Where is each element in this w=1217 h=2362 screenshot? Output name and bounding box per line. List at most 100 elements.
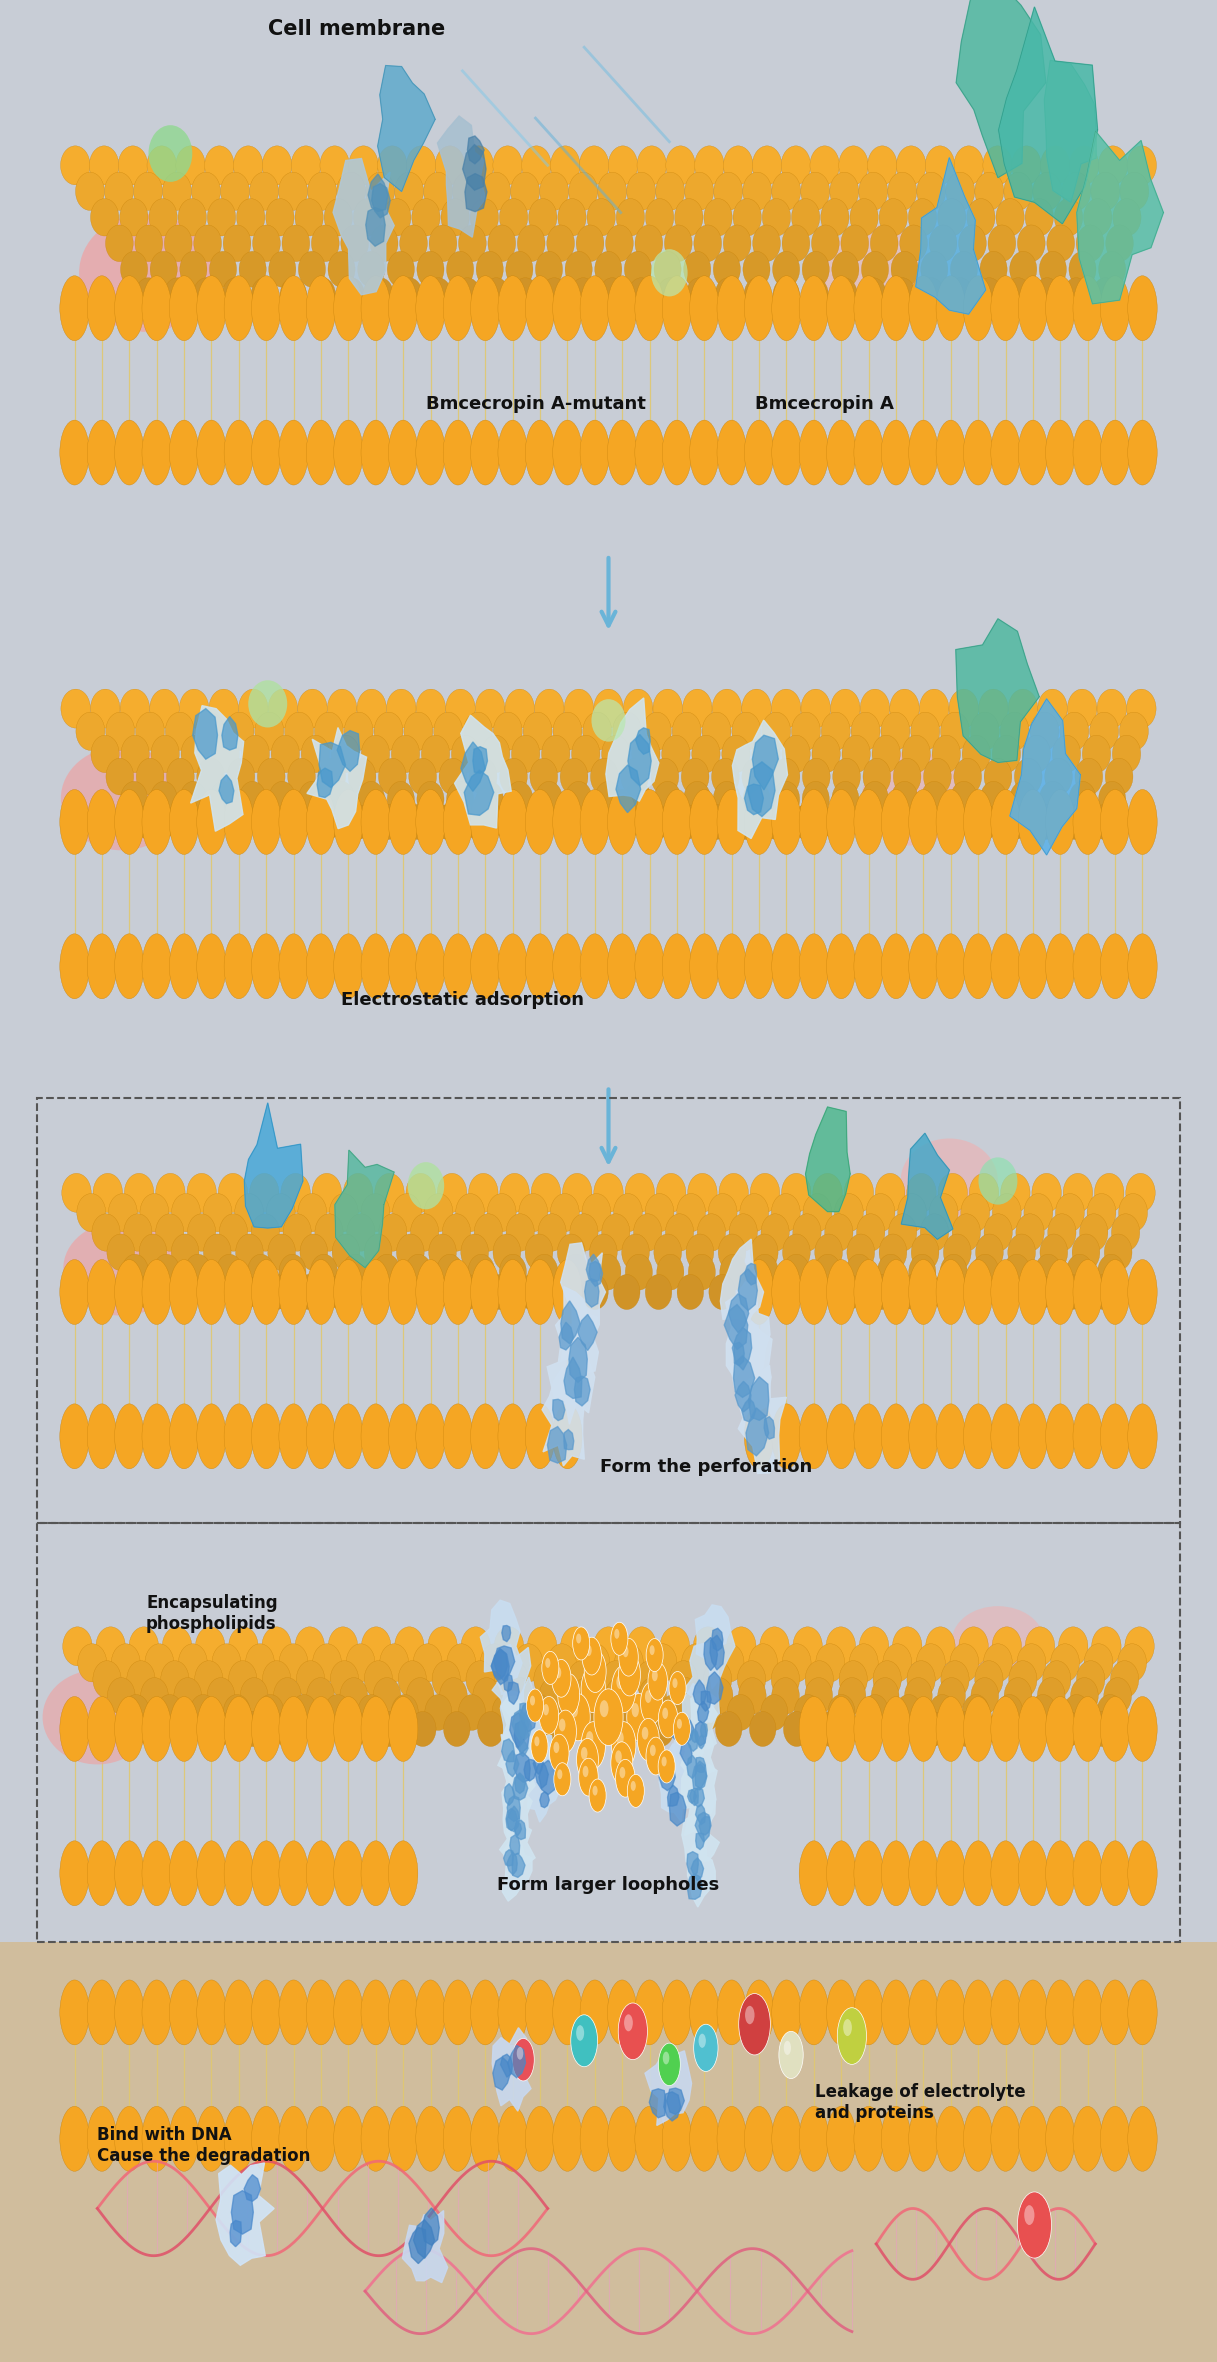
Ellipse shape [1010, 250, 1037, 288]
Ellipse shape [333, 1259, 363, 1325]
Ellipse shape [881, 933, 910, 999]
Polygon shape [335, 1150, 394, 1268]
Ellipse shape [643, 713, 672, 751]
Ellipse shape [717, 933, 746, 999]
Ellipse shape [470, 198, 499, 236]
Ellipse shape [118, 146, 147, 184]
Ellipse shape [307, 1979, 336, 2045]
Ellipse shape [936, 1696, 965, 1762]
Ellipse shape [1099, 782, 1126, 817]
Ellipse shape [434, 805, 461, 839]
Ellipse shape [705, 1677, 733, 1715]
Ellipse shape [772, 789, 801, 855]
Ellipse shape [252, 1840, 281, 1906]
Circle shape [837, 2008, 867, 2064]
Ellipse shape [594, 690, 623, 727]
Polygon shape [645, 2050, 691, 2126]
Ellipse shape [1092, 279, 1118, 312]
Ellipse shape [738, 1660, 765, 1698]
Ellipse shape [708, 1275, 735, 1309]
Ellipse shape [601, 735, 630, 772]
Polygon shape [688, 1873, 702, 1899]
Ellipse shape [387, 782, 414, 817]
Ellipse shape [471, 1403, 500, 1469]
Ellipse shape [417, 250, 444, 288]
Ellipse shape [622, 1233, 650, 1271]
Ellipse shape [826, 1696, 856, 1762]
Ellipse shape [626, 1174, 655, 1212]
Polygon shape [574, 1377, 590, 1405]
Ellipse shape [107, 1233, 135, 1271]
Ellipse shape [662, 2107, 691, 2171]
Circle shape [571, 2015, 598, 2067]
Ellipse shape [690, 789, 719, 855]
Ellipse shape [842, 735, 870, 772]
Ellipse shape [364, 1660, 393, 1698]
Circle shape [650, 1646, 655, 1656]
Ellipse shape [134, 172, 162, 210]
Ellipse shape [142, 1840, 172, 1906]
Ellipse shape [795, 1694, 821, 1731]
Circle shape [587, 1731, 593, 1746]
Circle shape [583, 1767, 589, 1776]
Ellipse shape [348, 758, 376, 796]
Ellipse shape [425, 1694, 452, 1731]
Ellipse shape [424, 172, 453, 210]
Ellipse shape [960, 1193, 989, 1231]
Ellipse shape [854, 2107, 884, 2171]
Ellipse shape [845, 1174, 874, 1212]
Polygon shape [493, 2057, 510, 2090]
Ellipse shape [432, 1660, 460, 1698]
Ellipse shape [899, 1275, 926, 1309]
Ellipse shape [169, 789, 198, 855]
Ellipse shape [79, 213, 213, 331]
Polygon shape [695, 1764, 707, 1788]
Ellipse shape [228, 758, 254, 796]
Ellipse shape [391, 1694, 419, 1731]
Ellipse shape [860, 690, 890, 727]
Ellipse shape [583, 713, 612, 751]
Ellipse shape [361, 1696, 391, 1762]
Ellipse shape [660, 1694, 688, 1731]
Ellipse shape [862, 1694, 888, 1731]
Ellipse shape [185, 1254, 212, 1290]
Ellipse shape [307, 789, 336, 855]
Ellipse shape [494, 1627, 523, 1665]
Ellipse shape [572, 1677, 600, 1715]
Ellipse shape [187, 1174, 217, 1212]
Circle shape [616, 1731, 623, 1746]
Polygon shape [337, 730, 359, 772]
Ellipse shape [291, 1694, 318, 1731]
Ellipse shape [852, 805, 879, 839]
Bar [37, 1523, 1180, 1942]
Ellipse shape [626, 1254, 652, 1290]
Ellipse shape [624, 782, 651, 817]
Ellipse shape [197, 758, 224, 796]
Polygon shape [686, 1852, 699, 1878]
Polygon shape [688, 1731, 697, 1750]
Polygon shape [506, 1809, 517, 1831]
Circle shape [745, 2005, 755, 2024]
Ellipse shape [593, 1694, 619, 1731]
Ellipse shape [1128, 1403, 1157, 1469]
Ellipse shape [991, 933, 1020, 999]
Ellipse shape [120, 250, 147, 288]
Ellipse shape [802, 782, 829, 817]
Ellipse shape [511, 735, 540, 772]
Ellipse shape [627, 1627, 656, 1665]
Polygon shape [492, 2027, 531, 2112]
Ellipse shape [733, 198, 762, 236]
Ellipse shape [329, 1627, 358, 1665]
Polygon shape [703, 1637, 718, 1670]
Ellipse shape [422, 1275, 449, 1309]
Ellipse shape [88, 1840, 117, 1906]
Ellipse shape [1050, 1644, 1079, 1682]
Ellipse shape [302, 735, 330, 772]
Ellipse shape [105, 172, 134, 210]
Ellipse shape [252, 1259, 281, 1325]
Ellipse shape [399, 224, 427, 262]
Ellipse shape [387, 690, 416, 727]
Ellipse shape [307, 1840, 336, 1906]
Polygon shape [492, 1649, 509, 1684]
Ellipse shape [388, 1696, 417, 1762]
